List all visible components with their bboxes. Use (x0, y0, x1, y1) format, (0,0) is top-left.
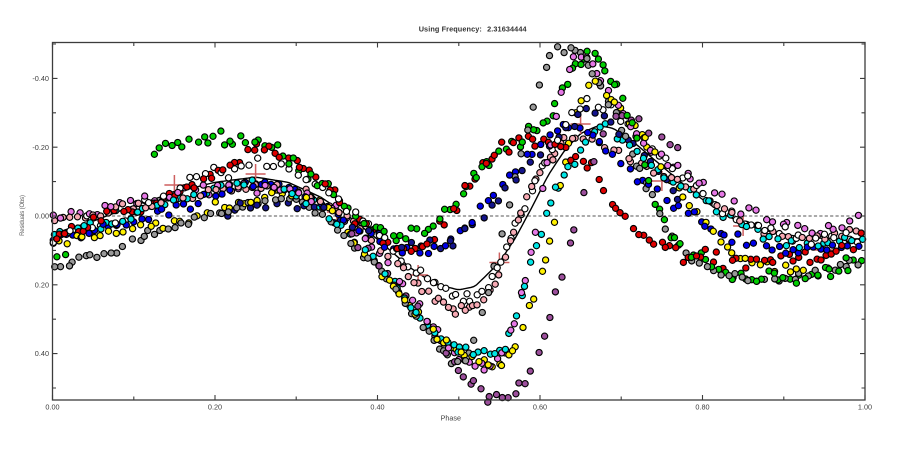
svg-text:0.40: 0.40 (370, 403, 384, 412)
svg-text:0.20: 0.20 (208, 403, 222, 412)
svg-text:-0.20: -0.20 (32, 143, 49, 152)
svg-text:0.80: 0.80 (695, 403, 709, 412)
svg-text:0.00: 0.00 (35, 212, 49, 221)
svg-text:Using Frequency:: Using Frequency: (419, 25, 482, 34)
svg-text:-0.40: -0.40 (32, 74, 49, 83)
svg-text:Residuals (Obs): Residuals (Obs) (20, 195, 26, 236)
svg-text:2.31634444: 2.31634444 (487, 25, 527, 34)
svg-text:0.40: 0.40 (35, 349, 49, 358)
svg-text:0.20: 0.20 (35, 280, 49, 289)
svg-text:1.00: 1.00 (858, 403, 872, 412)
svg-text:0.60: 0.60 (533, 403, 547, 412)
svg-text:Phase: Phase (441, 414, 461, 423)
svg-text:0.00: 0.00 (45, 403, 59, 412)
